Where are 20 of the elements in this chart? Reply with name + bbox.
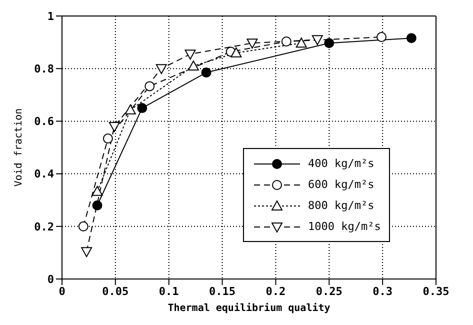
y-tick-label: 1 xyxy=(47,10,54,23)
y-axis-title: Void fraction xyxy=(14,108,25,187)
x-tick-label: 0.25 xyxy=(316,284,342,298)
x-tick-label: 0.35 xyxy=(422,284,450,298)
x-tick-label: 0.3 xyxy=(372,284,393,298)
x-tick-label: 0 xyxy=(58,284,66,298)
y-tick-label: 0 xyxy=(47,272,54,286)
y-tick-label: 0.8 xyxy=(34,62,54,76)
x-axis-title: Thermal equilibrium quality xyxy=(168,302,330,314)
y-tick-label: 0.2 xyxy=(34,220,54,234)
legend-label: 1000 kg/m²s xyxy=(308,220,381,233)
y-tick-label: 0.6 xyxy=(34,115,54,128)
legend-label: 400 kg/m²s xyxy=(308,157,374,170)
y-tick-label: 0.4 xyxy=(34,168,54,181)
legend-label: 600 kg/m²s xyxy=(308,178,374,191)
x-tick-label: 0.15 xyxy=(209,284,236,298)
legend-label: 800 kg/m²s xyxy=(308,199,374,212)
x-tick-label: 0.1 xyxy=(158,284,180,298)
x-tick-label: 0.2 xyxy=(266,284,286,298)
x-tick-label: 0.05 xyxy=(102,284,129,298)
